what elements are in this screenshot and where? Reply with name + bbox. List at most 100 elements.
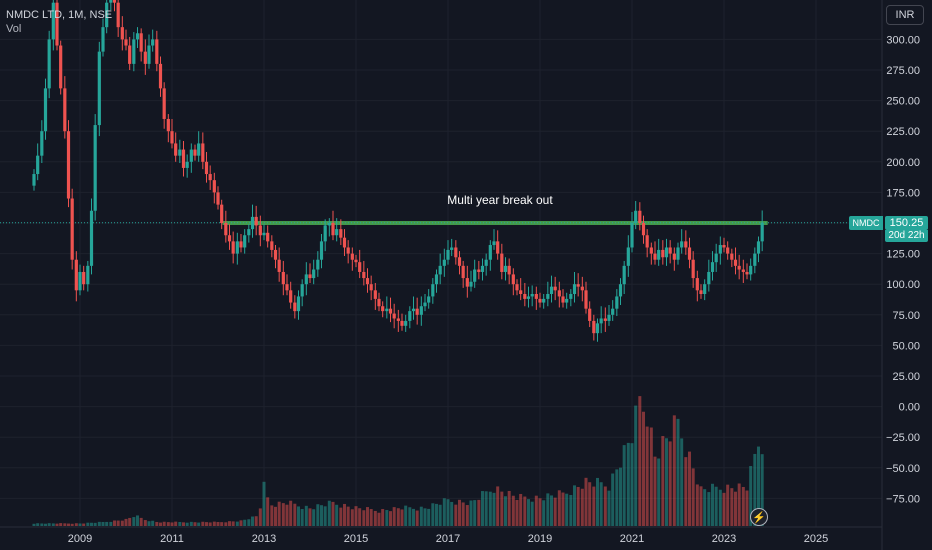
volume-indicator-label[interactable]: Vol: [6, 23, 22, 35]
volume-bar: [668, 441, 672, 526]
candle-body: [247, 229, 251, 236]
candle-body: [243, 235, 247, 248]
candle-body: [538, 298, 542, 303]
lightning-icon[interactable]: ⚡: [750, 508, 768, 526]
volume-bar: [753, 453, 757, 526]
candle-body: [480, 265, 485, 272]
volume-bar: [534, 495, 538, 526]
candle-body: [266, 232, 270, 242]
candle-body: [411, 308, 416, 312]
volume-bar: [228, 521, 231, 526]
volume-bar: [438, 504, 442, 526]
volume-bar: [707, 492, 711, 526]
candle-body: [630, 223, 634, 248]
volume-bar: [143, 520, 147, 526]
candle-body: [588, 308, 592, 321]
volume-bar: [274, 506, 277, 526]
candle-body: [415, 308, 419, 315]
candle-body: [718, 245, 722, 254]
volume-bar: [55, 523, 59, 526]
candle-body: [63, 88, 67, 132]
candle-body: [143, 51, 147, 64]
volume-bar: [415, 510, 419, 526]
volume-bar: [458, 499, 461, 526]
y-tick-label: −75.00: [886, 493, 920, 505]
candle-body: [346, 247, 350, 254]
candle-body: [569, 293, 573, 299]
candle-body: [442, 259, 446, 266]
candle-body: [273, 249, 278, 260]
volume-bar: [285, 504, 289, 526]
price-tag-value: 150.25: [885, 216, 928, 230]
volume-bar: [109, 521, 113, 526]
candle-body: [296, 296, 301, 312]
candle-body: [691, 259, 695, 279]
candle-body: [204, 161, 209, 175]
candle-body: [358, 262, 362, 272]
x-tick-label: 2011: [160, 533, 184, 545]
candle-body: [293, 302, 297, 312]
candle-body: [155, 39, 159, 64]
volume-bar: [335, 504, 339, 526]
candle-body: [254, 216, 258, 226]
candle-body: [645, 235, 649, 248]
volume-bar: [465, 505, 469, 526]
candle-body: [323, 225, 327, 242]
candle-body: [377, 298, 381, 307]
candle-body: [469, 281, 473, 287]
volume-bar: [51, 523, 55, 526]
breakout-annotation: Multi year break out: [447, 193, 553, 207]
volume-bar: [615, 469, 619, 526]
last-price-tag: NMDC 150.25 20d 22h: [849, 216, 928, 242]
candle-body: [714, 253, 718, 263]
volume-bar: [327, 500, 331, 526]
volume-bar: [366, 507, 369, 526]
volume-bar: [691, 468, 695, 526]
candle-body: [465, 278, 469, 287]
volume-bar: [369, 509, 373, 526]
x-tick-label: 2023: [712, 533, 736, 545]
bar-countdown: 20d 22h: [885, 230, 928, 242]
y-tick-label: 250.00: [886, 96, 920, 108]
volume-bar: [603, 486, 607, 526]
volume-bar: [93, 522, 97, 526]
volume-bar: [435, 503, 438, 526]
candle-body: [212, 180, 216, 193]
candle-body: [304, 274, 308, 285]
volume-bar: [139, 517, 143, 526]
volume-bar: [588, 482, 592, 526]
candle-body: [607, 314, 611, 321]
volume-bar: [44, 523, 47, 526]
candle-body: [408, 311, 412, 321]
y-tick-label: 100.00: [886, 279, 920, 291]
symbol-title[interactable]: NMDC LTD, 1M, NSE: [6, 9, 113, 21]
candle-body: [446, 249, 450, 260]
candle-body: [526, 296, 531, 299]
candle-body: [496, 241, 500, 254]
volume-bar: [649, 427, 653, 526]
y-tick-label: 50.00: [892, 340, 920, 352]
volume-bar: [488, 491, 492, 526]
currency-button[interactable]: INR: [886, 5, 924, 25]
volume-bar: [350, 509, 354, 526]
volume-bar: [622, 445, 626, 526]
volume-bar: [101, 521, 105, 526]
volume-bar: [538, 498, 542, 526]
volume-bar: [216, 521, 220, 526]
candle-body: [419, 306, 423, 315]
volume-bar: [492, 492, 496, 526]
volume-bar: [116, 520, 120, 526]
volume-bar: [661, 436, 665, 526]
volume-bar: [400, 509, 404, 526]
candle-body: [231, 241, 235, 254]
volume-bar: [159, 522, 162, 526]
volume-bar: [730, 488, 734, 526]
candle-body: [760, 222, 764, 242]
candle-body: [112, 0, 117, 3]
candle-body: [365, 278, 370, 285]
candle-body: [189, 149, 193, 162]
volume-bar: [527, 499, 530, 526]
volume-bar: [235, 521, 239, 526]
